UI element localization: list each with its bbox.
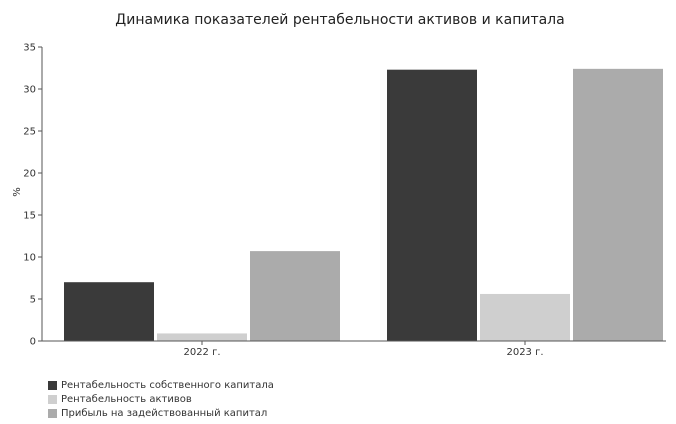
legend-label: Рентабельность активов (61, 393, 192, 405)
legend-swatch (48, 408, 57, 418)
y-tick-label: 35 (23, 43, 36, 54)
bars (64, 68, 663, 342)
y-axis-label: % (12, 187, 23, 197)
legend: Рентабельность собственного капитала Рен… (48, 378, 274, 420)
bar (387, 69, 477, 342)
bar (573, 68, 663, 341)
legend-label: Рентабельность собственного капитала (61, 379, 274, 391)
y-tick-label: 20 (23, 169, 36, 180)
y-axis: 0 5 10 15 20 25 30 35 (23, 43, 43, 348)
legend-label: Прибыль на задействованный капитал (61, 407, 268, 419)
bar (64, 282, 154, 341)
y-tick-label: 5 (30, 295, 36, 306)
legend-swatch (48, 394, 57, 404)
bar (480, 293, 570, 341)
y-tick-label: 25 (23, 127, 36, 138)
bar (250, 251, 340, 341)
legend-swatch (48, 380, 57, 390)
x-axis: 2022 г. 2023 г. (42, 340, 666, 358)
x-tick-label: 2022 г. (183, 347, 220, 358)
legend-item: Прибыль на задействованный капитал (48, 406, 274, 420)
x-tick-label: 2023 г. (506, 347, 543, 358)
legend-item: Рентабельность собственного капитала (48, 378, 274, 392)
y-tick-label: 0 (30, 337, 36, 348)
legend-item: Рентабельность активов (48, 392, 274, 406)
y-tick-label: 15 (23, 211, 36, 222)
bar (157, 333, 247, 341)
y-tick-label: 30 (23, 85, 36, 96)
y-tick-label: 10 (23, 253, 36, 264)
chart-title: Динамика показателей рентабельности акти… (115, 12, 564, 28)
